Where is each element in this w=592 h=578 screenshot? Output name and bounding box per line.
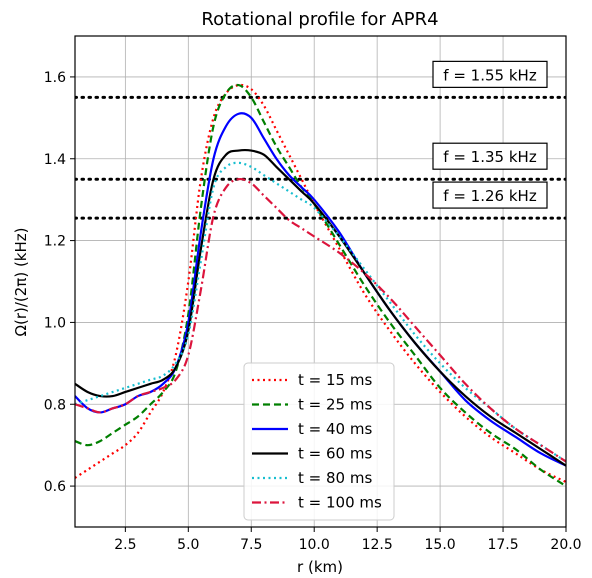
x-tick-label: 17.5 [487,537,518,553]
annotation-label: f = 1.26 kHz [443,187,537,205]
legend-box [243,362,395,521]
series-lines [75,83,566,488]
x-axis-label: r (km) [297,558,343,576]
x-tick-label: 5.0 [177,537,199,553]
annotation-box [432,142,548,170]
legend-label: t = 60 ms [298,445,372,463]
legend-label: t = 40 ms [298,420,372,438]
annotation-box [432,181,548,209]
series-line-6 [75,177,566,463]
legend-label: t = 15 ms [298,371,372,389]
y-tick-label: 1.2 [44,234,66,250]
annotations: f = 1.55 kHz f = 1.35 kHz f = 1.26 kHz [432,60,548,209]
y-tick-label: 0.8 [44,397,66,413]
legend-label: t = 25 ms [298,396,372,414]
x-tick-label: 15.0 [425,537,456,553]
y-tick-label: 1.0 [44,315,66,331]
y-tick-label: 1.4 [44,152,66,168]
x-tick-label: 2.5 [114,537,136,553]
y-tick-label: 0.6 [44,479,66,495]
x-tick-label: 20.0 [550,537,581,553]
legend-label: t = 80 ms [298,469,372,487]
y-tick-label: 1.6 [44,70,66,86]
annotation-box [432,60,548,88]
axis-ticks: 2.5 5.0 7.5 10.0 12.5 15.0 17.5 20.0 0.6 0.8 1.0 1.… [44,70,582,553]
legend-label: t = 100 ms [298,494,382,512]
x-tick-label: 12.5 [362,537,393,553]
annotation-label: f = 1.55 kHz [443,66,537,84]
chart-title: Rotational profile for APR4 [201,9,438,30]
series-line-2 [75,83,566,488]
series-line-1 [75,83,566,483]
reference-lines [75,95,566,220]
y-axis-label: Ω(r)/(2π) (kHz) [12,228,30,337]
x-tick-label: 7.5 [240,537,262,553]
plot-frame [74,35,567,528]
x-tick-label: 10.0 [299,537,330,553]
legend: t = 15 ms t = 25 ms t = 40 ms t = 60 ms t = … [243,362,395,521]
annotation-label: f = 1.35 kHz [443,148,537,166]
series-line-4 [75,148,566,467]
